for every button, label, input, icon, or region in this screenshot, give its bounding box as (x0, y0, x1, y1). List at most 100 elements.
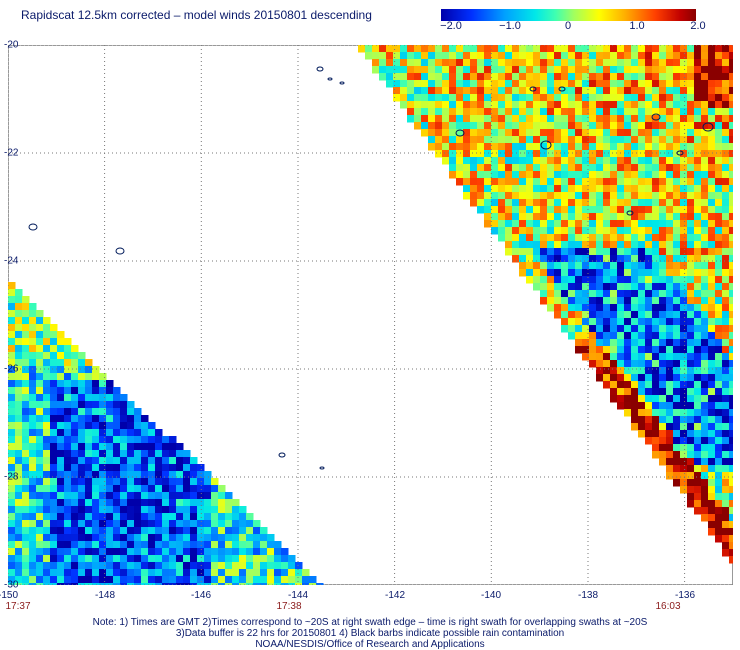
wind-cell (183, 450, 191, 458)
wind-cell (715, 108, 723, 116)
wind-cell (701, 409, 709, 417)
wind-cell (729, 486, 733, 494)
wind-cell (99, 387, 107, 395)
wind-cell (505, 227, 513, 235)
wind-cell (15, 520, 23, 528)
wind-cell (92, 464, 100, 472)
wind-cell (631, 381, 639, 389)
wind-cell (659, 80, 667, 88)
wind-cell (484, 115, 492, 123)
wind-cell (470, 66, 478, 74)
wind-cell (659, 451, 667, 459)
wind-cell (666, 178, 674, 186)
wind-cell (631, 325, 639, 333)
wind-cell (526, 213, 534, 221)
wind-cell (666, 59, 674, 67)
wind-cell (435, 136, 443, 144)
wind-cell (638, 115, 646, 123)
wind-cell (652, 423, 660, 431)
wind-cell (246, 541, 254, 549)
wind-cell (8, 548, 16, 556)
wind-cell (701, 304, 709, 312)
wind-cell (715, 409, 723, 417)
wind-cell (624, 129, 632, 137)
wind-cell (64, 492, 72, 500)
wind-cell (561, 290, 569, 298)
wind-cell (134, 555, 142, 563)
wind-cell (127, 506, 135, 514)
wind-cell (148, 513, 156, 521)
wind-cell (176, 450, 184, 458)
wind-cell (29, 317, 37, 325)
wind-cell (106, 457, 114, 465)
wind-cell (666, 409, 674, 417)
wind-cell (141, 583, 149, 585)
wind-cell (456, 143, 464, 151)
wind-cell (211, 499, 219, 507)
wind-cell (232, 541, 240, 549)
wind-cell (694, 87, 702, 95)
wind-cell (715, 500, 723, 508)
wind-cell (43, 408, 51, 416)
wind-cell (92, 471, 100, 479)
wind-cell (680, 255, 688, 263)
wind-cell (582, 276, 590, 284)
wind-cell (701, 52, 709, 60)
wind-cell (617, 318, 625, 326)
wind-cell (589, 101, 597, 109)
wind-cell (29, 303, 37, 311)
wind-cell (687, 94, 695, 102)
colorbar-label: −2.0 (440, 20, 462, 32)
wind-cell (22, 555, 30, 563)
wind-cell (687, 486, 695, 494)
wind-cell (603, 185, 611, 193)
wind-cell (225, 499, 233, 507)
wind-cell (239, 548, 247, 556)
wind-cell (694, 227, 702, 235)
wind-cell (687, 339, 695, 347)
wind-cell (666, 248, 674, 256)
wind-cell (645, 423, 653, 431)
wind-cell (197, 555, 205, 563)
wind-cell (708, 367, 716, 375)
wind-cell (547, 304, 555, 312)
wind-cell (225, 562, 233, 570)
wind-cell (204, 492, 212, 500)
wind-cell (617, 185, 625, 193)
wind-cell (498, 185, 506, 193)
wind-cell (673, 87, 681, 95)
wind-cell (708, 206, 716, 214)
wind-cell (631, 115, 639, 123)
wind-cell (638, 283, 646, 291)
wind-cell (113, 513, 121, 521)
wind-cell (729, 136, 733, 144)
wind-cell (617, 255, 625, 263)
wind-cell (57, 548, 65, 556)
wind-cell (729, 220, 733, 228)
wind-cell (680, 465, 688, 473)
wind-cell (407, 80, 415, 88)
wind-cell (15, 338, 23, 346)
wind-cell (575, 52, 583, 60)
wind-cell (624, 241, 632, 249)
wind-cell (645, 136, 653, 144)
wind-cell (470, 80, 478, 88)
wind-cell (715, 304, 723, 312)
wind-cell (617, 339, 625, 347)
wind-cell (260, 527, 268, 535)
wind-cell (169, 527, 177, 535)
wind-cell (120, 436, 128, 444)
wind-cell (547, 192, 555, 200)
wind-cell (71, 513, 79, 521)
wind-cell (554, 129, 562, 137)
wind-cell (267, 562, 275, 570)
wind-cell (141, 513, 149, 521)
wind-cell (50, 583, 58, 585)
wind-cell (540, 150, 548, 158)
wind-cell (701, 360, 709, 368)
wind-cell (582, 59, 590, 67)
wind-cell (729, 507, 733, 515)
wind-cell (540, 122, 548, 130)
wind-cell (512, 59, 520, 67)
wind-cell (715, 360, 723, 368)
